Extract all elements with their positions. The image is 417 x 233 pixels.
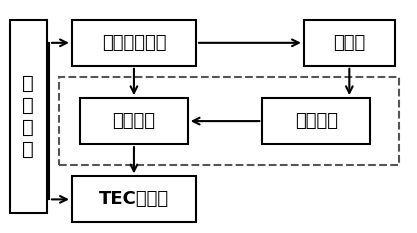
Text: TEC制冷片: TEC制冷片 [99, 190, 169, 208]
Bar [80, 98, 188, 144]
Bar [304, 20, 395, 66]
Bar [72, 176, 196, 223]
Bar [262, 98, 370, 144]
Text: 驱动电路: 驱动电路 [113, 112, 156, 130]
Text: 单片机: 单片机 [333, 34, 365, 52]
Text: 信号电路: 信号电路 [295, 112, 338, 130]
Text: 开
关
电
源: 开 关 电 源 [23, 74, 34, 159]
Bar [10, 20, 47, 213]
Bar [72, 20, 196, 66]
Text: 转换电源电路: 转换电源电路 [102, 34, 166, 52]
Bar [59, 77, 399, 165]
